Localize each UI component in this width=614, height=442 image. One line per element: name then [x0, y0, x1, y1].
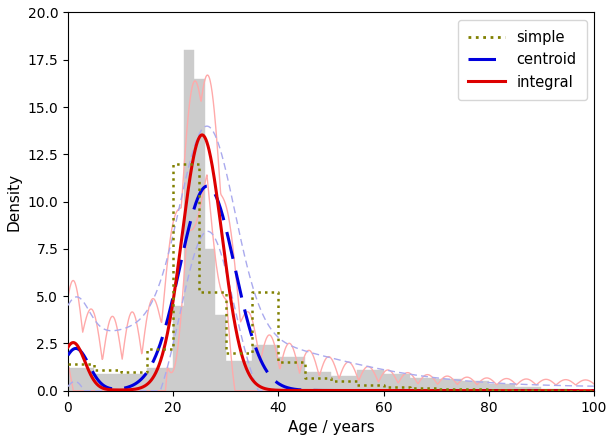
- Bar: [184, 50, 194, 391]
- Bar: [204, 249, 216, 391]
- Bar: [252, 345, 278, 391]
- Bar: [462, 381, 489, 391]
- Bar: [120, 374, 147, 391]
- Bar: [68, 368, 95, 391]
- Bar: [567, 390, 594, 391]
- Bar: [305, 372, 331, 391]
- Bar: [95, 374, 120, 391]
- Bar: [542, 389, 567, 391]
- Bar: [147, 368, 173, 391]
- Bar: [173, 306, 184, 391]
- Bar: [278, 357, 305, 391]
- Bar: [194, 79, 204, 391]
- Y-axis label: Density: Density: [7, 172, 22, 231]
- Bar: [331, 376, 357, 391]
- Bar: [216, 315, 226, 391]
- Bar: [410, 377, 436, 391]
- Bar: [489, 384, 515, 391]
- Bar: [515, 387, 542, 391]
- Bar: [226, 361, 252, 391]
- X-axis label: Age / years: Age / years: [287, 420, 375, 435]
- Bar: [384, 374, 410, 391]
- Legend: simple, centroid, integral: simple, centroid, integral: [458, 20, 586, 100]
- Bar: [436, 379, 462, 391]
- Bar: [357, 370, 384, 391]
